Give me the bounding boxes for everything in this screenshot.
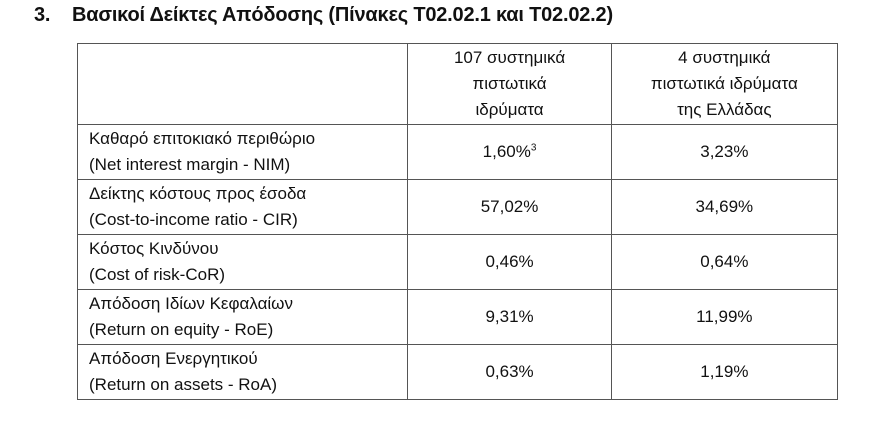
value: 34,69%	[695, 197, 754, 216]
header-107-institutions: 107 συστημικά πιστωτικά ιδρύματα	[407, 43, 612, 125]
header-line: ιδρύματα	[475, 100, 544, 119]
value: 0,64%	[700, 252, 749, 271]
footnote-marker[interactable]: 3	[530, 142, 537, 154]
value: 1,60%	[482, 142, 531, 161]
header-line: 107 συστημικά	[453, 48, 566, 67]
header-line: της Ελλάδας	[677, 100, 772, 119]
row-label: Δείκτης κόστους προς έσοδα (Cost-to-incom…	[76, 179, 409, 235]
value-107: 9,31%	[407, 289, 612, 345]
label-english: (Return on equity - RoE)	[89, 320, 274, 339]
row-label: Απόδοση Ενεργητικού (Return on assets - R…	[76, 344, 409, 400]
label-english: (Cost-to-income ratio - CIR)	[89, 210, 298, 229]
value: 9,31%	[485, 307, 534, 326]
value-4: 3,23%	[610, 124, 839, 180]
label-greek: Απόδοση Ενεργητικού	[89, 349, 258, 368]
row-label: Απόδοση Ιδίων Κεφαλαίων (Return on equity…	[76, 289, 409, 345]
section-title: Βασικοί Δείκτες Απόδοσης (Πίνακες T02.02…	[72, 4, 613, 26]
table-row: Απόδοση Ενεργητικού (Return on assets - R…	[76, 344, 839, 400]
value: 0,63%	[485, 362, 534, 381]
label-english: (Cost of risk-CoR)	[89, 265, 226, 284]
row-label: Καθαρό επιτοκιακό περιθώριο (Net interest…	[76, 124, 409, 180]
label-greek: Απόδοση Ιδίων Κεφαλαίων	[89, 294, 293, 313]
value-4: 11,99%	[610, 289, 839, 345]
row-label: Κόστος Κινδύνου (Cost of risk-CoR)	[76, 234, 409, 290]
value: 11,99%	[696, 307, 753, 326]
label-english: (Net interest margin - NIM)	[89, 155, 291, 174]
value-4: 1,19%	[610, 344, 839, 400]
value-107: 1,60%3	[407, 124, 612, 180]
value-4: 0,64%	[610, 234, 839, 290]
header-line: πιστωτικά	[472, 74, 547, 93]
value-107: 0,46%	[407, 234, 612, 290]
header-line: πιστωτικά ιδρύματα	[650, 74, 798, 93]
table-header-row: 107 συστημικά πιστωτικά ιδρύματα 4 συστη…	[76, 43, 839, 125]
label-greek: Δείκτης κόστους προς έσοδα	[89, 184, 307, 203]
value: 3,23%	[700, 142, 749, 161]
header-empty-cell	[76, 43, 409, 125]
section-heading: 3. Βασικοί Δείκτες Απόδοσης (Πίνακες T02.…	[34, 4, 613, 27]
value-4: 34,69%	[610, 179, 839, 235]
table-row: Δείκτης κόστους προς έσοδα (Cost-to-incom…	[76, 179, 839, 235]
table-row: Κόστος Κινδύνου (Cost of risk-CoR) 0,46% …	[76, 234, 839, 290]
value-107: 0,63%	[407, 344, 612, 400]
label-greek: Κόστος Κινδύνου	[89, 239, 219, 258]
value-107: 57,02%	[407, 179, 612, 235]
kpi-table: 107 συστημικά πιστωτικά ιδρύματα 4 συστη…	[76, 43, 839, 400]
section-number: 3.	[34, 4, 51, 26]
table-row: Απόδοση Ιδίων Κεφαλαίων (Return on equity…	[76, 289, 839, 345]
label-english: (Return on assets - RoA)	[89, 375, 278, 394]
header-line: 4 συστημικά	[678, 48, 771, 67]
label-greek: Καθαρό επιτοκιακό περιθώριο	[89, 129, 316, 148]
value: 1,19%	[700, 362, 749, 381]
value: 57,02%	[480, 197, 539, 216]
header-4-greek-institutions: 4 συστημικά πιστωτικά ιδρύματα της Ελλάδ…	[610, 43, 839, 125]
table-row: Καθαρό επιτοκιακό περιθώριο (Net interest…	[76, 124, 839, 180]
value: 0,46%	[485, 252, 534, 271]
